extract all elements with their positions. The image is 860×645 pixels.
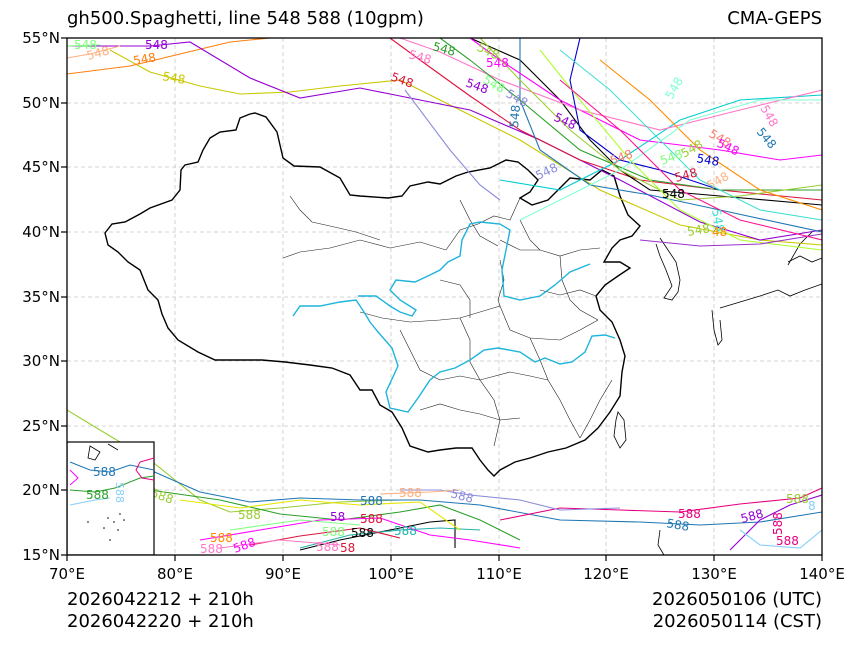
y-tick-label: 25°N <box>22 417 60 435</box>
svg-text:588: 588 <box>771 512 785 535</box>
x-tick-label: 90°E <box>264 565 302 583</box>
svg-text:588: 588 <box>200 542 223 556</box>
x-tick-label: 100°E <box>368 565 414 583</box>
contours-588 <box>67 409 822 551</box>
svg-text:588: 588 <box>394 524 417 538</box>
svg-text:588: 588 <box>93 465 116 479</box>
svg-text:548: 548 <box>486 56 509 70</box>
svg-text:548: 548 <box>407 47 433 66</box>
svg-text:588: 588 <box>231 535 257 556</box>
svg-text:548: 548 <box>74 38 97 52</box>
y-tick-label: 50°N <box>22 94 60 112</box>
x-tick-label: 110°E <box>476 565 522 583</box>
svg-text:8: 8 <box>808 499 816 513</box>
svg-text:588: 588 <box>351 526 374 540</box>
korea-japan-coast <box>613 231 822 555</box>
y-tick-label: 20°N <box>22 481 60 499</box>
y-tick-label: 45°N <box>22 158 60 176</box>
valid-time-utc: 2026050106 (UTC) <box>652 589 822 610</box>
south-china-sea-inset: 588 588 588 <box>67 441 155 555</box>
svg-text:548: 548 <box>695 151 720 169</box>
contours-548 <box>67 38 822 251</box>
svg-text:548: 548 <box>662 75 686 102</box>
svg-text:548: 548 <box>431 39 457 58</box>
x-tick-label: 120°E <box>583 565 629 583</box>
y-tick-label: 30°N <box>22 352 60 370</box>
svg-text:588: 588 <box>678 507 701 521</box>
svg-text:548: 548 <box>533 160 560 182</box>
svg-text:548: 548 <box>85 43 111 62</box>
chart-title: gh500.Spaghetti, line 548 588 (10gpm) <box>67 8 424 29</box>
svg-text:548: 548 <box>686 221 711 239</box>
svg-text:588: 588 <box>399 486 422 500</box>
svg-text:548: 548 <box>757 103 781 130</box>
svg-text:588: 588 <box>360 494 383 508</box>
svg-text:548: 548 <box>507 104 523 128</box>
province-boundaries <box>282 195 613 447</box>
svg-text:548: 548 <box>608 147 634 168</box>
svg-text:548: 548 <box>754 125 779 152</box>
axis-ticks <box>61 37 823 561</box>
svg-text:588: 588 <box>776 534 799 548</box>
svg-text:548: 548 <box>145 38 168 52</box>
svg-text:588: 588 <box>360 512 383 526</box>
country-boundary <box>104 112 641 477</box>
svg-text:588: 588 <box>238 508 261 522</box>
svg-text:548: 548 <box>673 165 699 184</box>
svg-text:588: 588 <box>739 506 765 525</box>
valid-time-cst: 2026050114 (CST) <box>652 611 822 632</box>
plot-frame <box>66 37 823 556</box>
y-tick-label: 15°N <box>22 546 60 564</box>
x-tick-label: 140°E <box>799 565 845 583</box>
init-time-cst: 2026042220 + 210h <box>67 611 254 632</box>
valid-time-block: 2026050106 (UTC) 2026050114 (CST) <box>652 589 822 633</box>
svg-text:48: 48 <box>712 225 727 239</box>
svg-text:58: 58 <box>330 510 345 524</box>
svg-text:548: 548 <box>552 110 579 132</box>
svg-text:588: 588 <box>316 540 339 554</box>
svg-text:58: 58 <box>340 541 355 555</box>
contour-labels-588: 588 588 588 588 588 588 588 588 58 588 5… <box>149 486 816 556</box>
y-tick-label: 40°N <box>22 223 60 241</box>
svg-text:588: 588 <box>210 531 233 545</box>
svg-text:548: 548 <box>132 50 157 68</box>
model-name: CMA-GEPS <box>727 8 822 29</box>
grid-lines <box>67 38 822 555</box>
rivers <box>292 221 616 413</box>
svg-text:548: 548 <box>709 208 727 233</box>
x-tick-label: 130°E <box>691 565 737 583</box>
svg-text:548: 548 <box>389 70 415 91</box>
init-time-utc: 2026042212 + 210h <box>67 589 254 610</box>
svg-text:588: 588 <box>786 492 809 506</box>
x-tick-label: 70°E <box>48 565 86 583</box>
y-tick-label: 35°N <box>22 288 60 306</box>
svg-text:548: 548 <box>662 187 685 201</box>
svg-text:588: 588 <box>665 516 690 534</box>
svg-text:588: 588 <box>322 525 345 539</box>
svg-text:588: 588 <box>113 482 126 503</box>
y-tick-label: 55°N <box>22 29 60 47</box>
svg-text:588: 588 <box>86 488 109 502</box>
init-time-block: 2026042212 + 210h 2026042220 + 210h <box>67 589 254 633</box>
svg-text:588: 588 <box>449 486 475 505</box>
x-tick-label: 80°E <box>156 565 194 583</box>
svg-text:548: 548 <box>161 69 186 87</box>
